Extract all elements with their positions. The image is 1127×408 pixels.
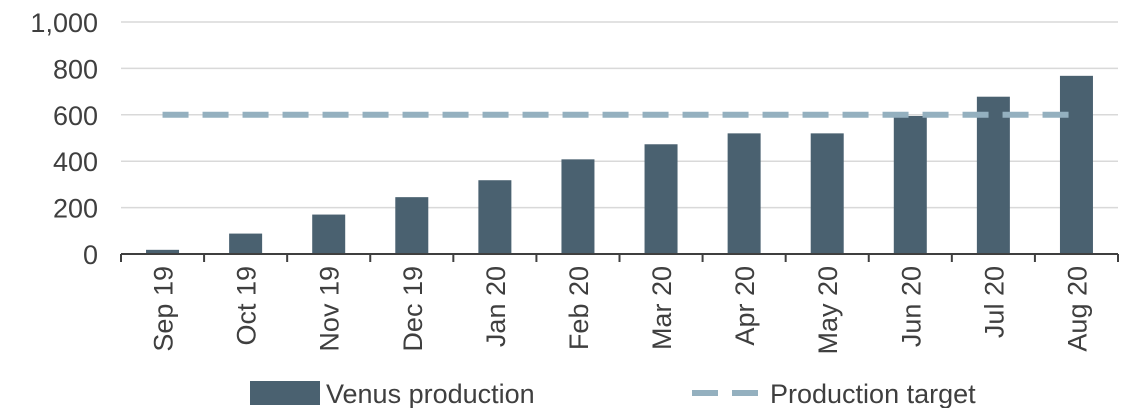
y-tick-label: 600	[53, 101, 98, 131]
x-tick-label: Sep 19	[149, 266, 179, 352]
bar	[229, 233, 263, 254]
x-tick-label: Jun 20	[896, 266, 926, 347]
bar	[146, 249, 180, 254]
bar	[1059, 75, 1093, 254]
x-tick-label: Feb 20	[564, 266, 594, 350]
x-tick-label: Jan 20	[481, 266, 511, 347]
y-tick-label: 800	[53, 54, 98, 84]
legend-swatch-bar	[250, 381, 320, 405]
bar	[561, 159, 595, 254]
y-axis-tick-labels: 0 200 400 600 800 1,000	[30, 8, 98, 270]
bar	[810, 133, 844, 254]
x-tick-label: Mar 20	[647, 266, 677, 350]
legend: Venus production Production target	[250, 379, 976, 408]
bar	[478, 180, 512, 254]
bar	[312, 214, 346, 254]
y-tick-label: 200	[53, 194, 98, 224]
y-tick-label: 400	[53, 147, 98, 177]
bar	[976, 96, 1010, 254]
x-tick-label: Jul 20	[979, 266, 1009, 338]
legend-label-bar: Venus production	[326, 379, 535, 408]
y-tick-label: 1,000	[30, 8, 98, 38]
bar	[644, 144, 678, 254]
legend-label-target: Production target	[770, 379, 976, 408]
x-tick-label: May 20	[813, 266, 843, 355]
x-tick-label: Aug 20	[1062, 266, 1092, 352]
y-tick-label: 0	[83, 240, 98, 270]
bar	[727, 133, 761, 254]
x-tick-label: Dec 19	[398, 266, 428, 352]
x-axis-tick-labels: Sep 19 Oct 19 Nov 19 Dec 19 Jan 20 Feb 20 Mar …	[149, 266, 1093, 355]
x-tick-label: Oct 19	[232, 266, 262, 346]
bar	[893, 115, 927, 255]
x-axis	[120, 253, 1119, 262]
bars	[146, 75, 1093, 255]
x-tick-label: Apr 20	[730, 266, 760, 346]
bar	[395, 197, 429, 254]
x-tick-label: Nov 19	[315, 266, 345, 352]
